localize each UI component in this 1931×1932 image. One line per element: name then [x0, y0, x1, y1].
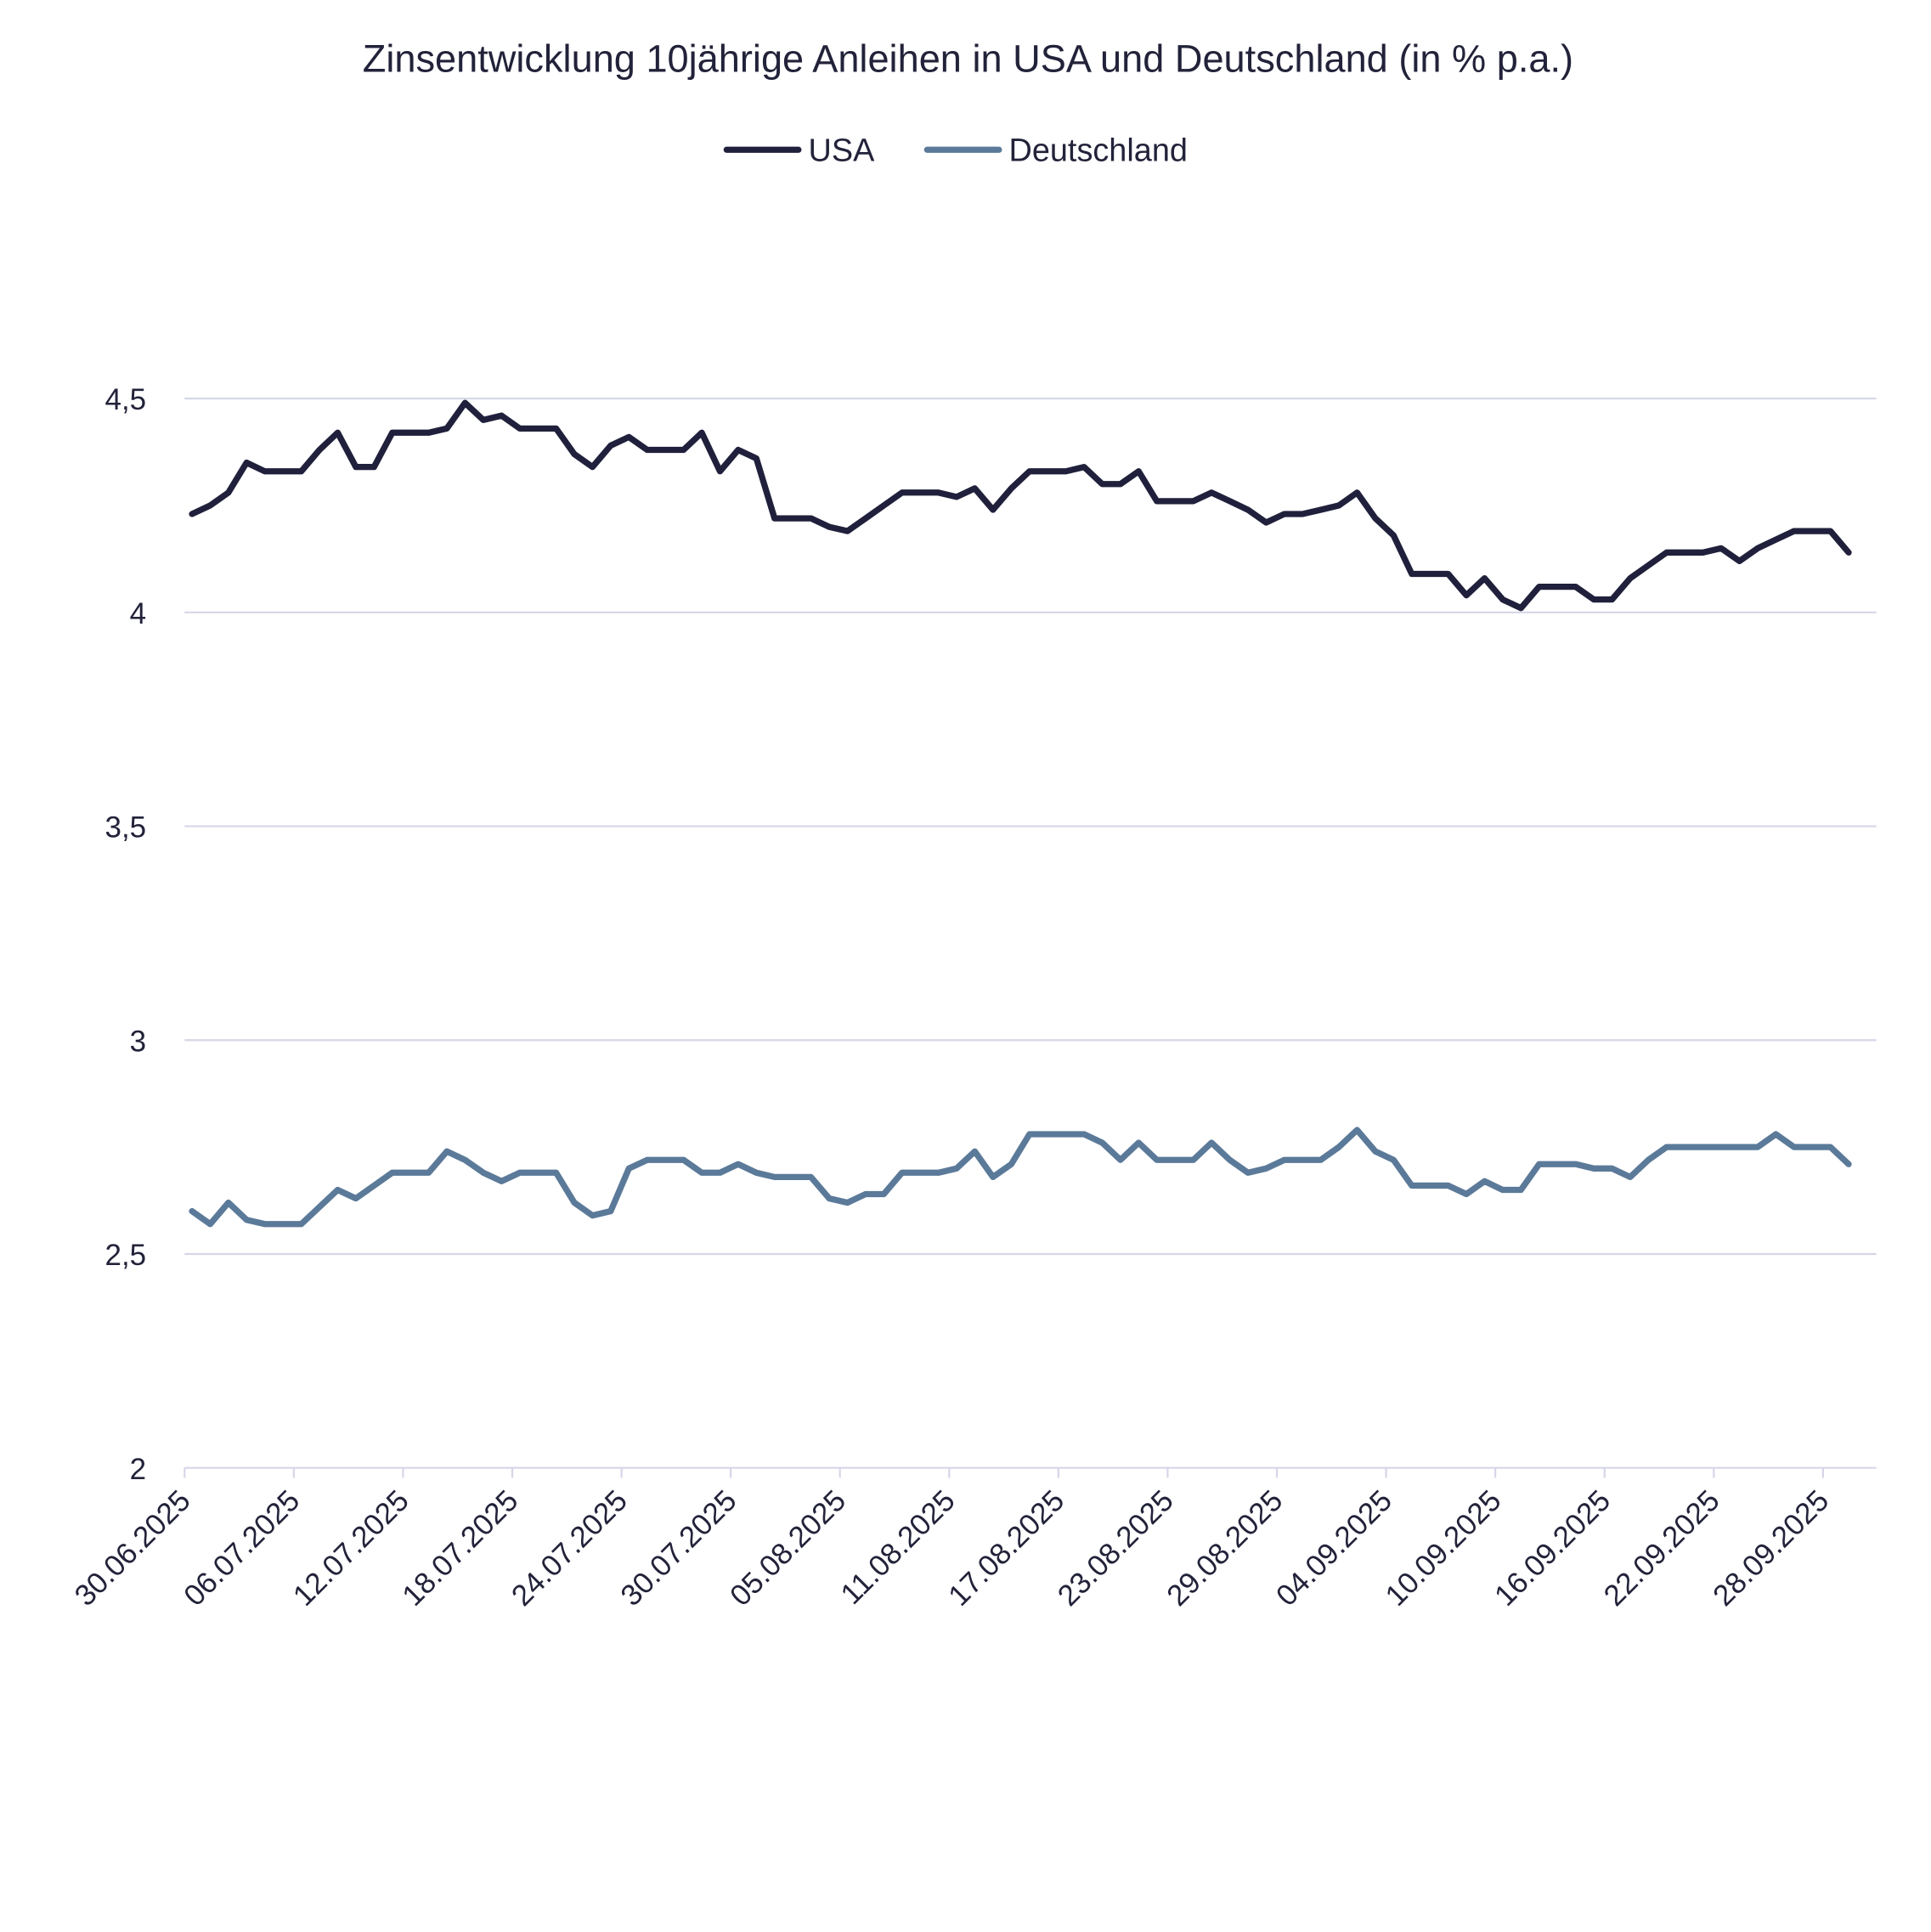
legend: USA Deutschland: [723, 133, 1188, 168]
x-tick-label: 12.07.2025: [287, 1484, 415, 1613]
legend-item-usa[interactable]: USA: [723, 133, 875, 168]
legend-label-usa: USA: [808, 133, 875, 168]
x-tick-label: 30.06.2025: [68, 1484, 196, 1613]
x-tick-label: 29.08.2025: [1160, 1484, 1289, 1613]
series-line-deutschland: [189, 1127, 1852, 1228]
x-tick-label: 23.08.2025: [1052, 1484, 1180, 1613]
gridlines: [184, 397, 1877, 1469]
x-tick-label: 18.07.2025: [396, 1484, 524, 1613]
x-axis: 30.06.202506.07.202512.07.202518.07.2025…: [68, 1467, 1835, 1613]
x-tick-label: 30.07.2025: [614, 1484, 742, 1613]
x-tick-label: 24.07.2025: [505, 1484, 634, 1613]
x-tick-label: 04.09.2025: [1270, 1484, 1398, 1613]
series-lines: [189, 399, 1852, 1228]
y-tick-label: 3,5: [105, 811, 147, 845]
y-tick-label: 2: [130, 1453, 146, 1486]
y-axis: 2 2,5 3 3,5 4 4,5: [105, 383, 147, 1486]
y-tick-label: 4: [130, 597, 146, 630]
y-tick-label: 3: [130, 1025, 146, 1058]
x-tick-label: 11.08.2025: [834, 1484, 961, 1611]
x-tick-label: 17.08.2025: [942, 1484, 1070, 1613]
y-tick-label: 2,5: [105, 1239, 147, 1272]
chart-title: Zinsentwicklung 10jährige Anleihen in US…: [363, 37, 1573, 80]
x-tick-label: 28.09.2025: [1707, 1484, 1835, 1613]
x-tick-label: 22.09.2025: [1597, 1484, 1725, 1613]
y-tick-label: 4,5: [105, 383, 147, 416]
legend-label-deutschland: Deutschland: [1008, 133, 1187, 168]
x-tick-label: 06.07.2025: [178, 1484, 306, 1613]
legend-item-deutschland[interactable]: Deutschland: [923, 133, 1188, 168]
x-tick-label: 16.09.2025: [1488, 1484, 1617, 1613]
x-tick-label: 10.09.2025: [1379, 1484, 1507, 1613]
x-tick-label: 05.08.2025: [724, 1484, 852, 1613]
series-line-usa: [189, 399, 1852, 612]
